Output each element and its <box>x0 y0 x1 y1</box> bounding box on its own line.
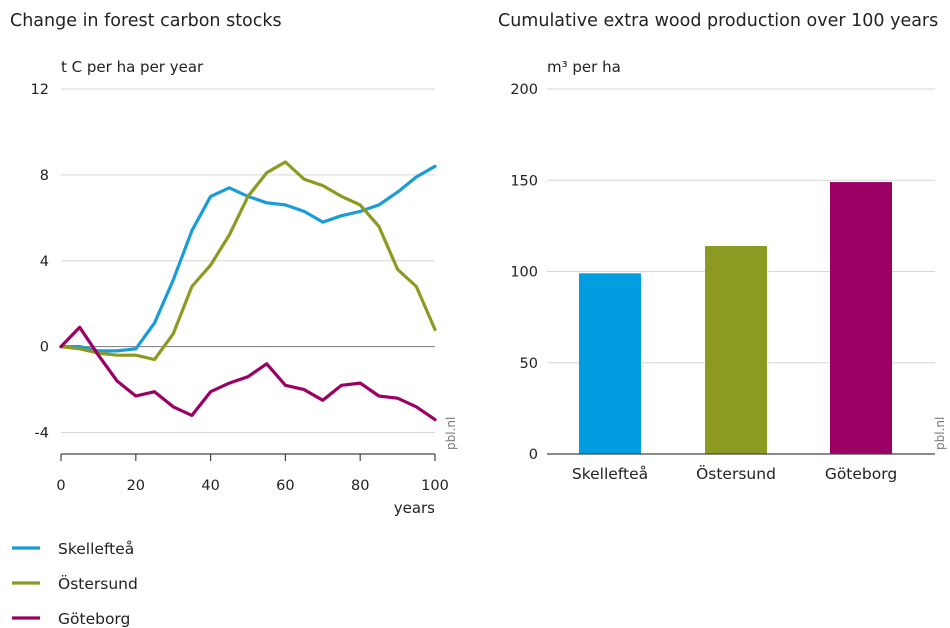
line-chart-y-label: t C per ha per year <box>61 58 204 76</box>
bar-y-tick-label-3: 150 <box>510 173 538 189</box>
line-x-tick-label-4: 80 <box>351 478 369 494</box>
line-y-tick-label-2: 4 <box>40 254 49 270</box>
bar-category-label-2: Göteborg <box>825 465 897 483</box>
bar-chart-bars: Skellefteå Östersund Göteborg <box>572 182 897 483</box>
bar-y-tick-label-2: 100 <box>510 265 538 281</box>
bar-y-tick-label-0: 0 <box>529 447 538 463</box>
line-chart-series <box>59 160 437 422</box>
line-chart-x-label: years <box>394 499 435 517</box>
line-chart-legend: Skellefteå Östersund Göteborg <box>12 540 138 628</box>
line-series-2 <box>59 325 437 422</box>
line-x-tick-label-5: 100 <box>421 478 449 494</box>
line-x-tick-label-3: 60 <box>276 478 294 494</box>
bar-1 <box>705 245 767 454</box>
line-chart-title: Change in forest carbon stocks <box>10 11 282 31</box>
bar-chart-y-label: m³ per ha <box>547 58 621 76</box>
line-y-tick-label-3: 8 <box>40 168 49 184</box>
line-chart-gridlines: -4 0 4 8 12 <box>31 82 435 442</box>
line-x-tick-label-1: 20 <box>127 478 145 494</box>
bar-y-tick-label-4: 200 <box>510 82 538 98</box>
line-y-tick-label-1: 0 <box>40 340 49 356</box>
bar-2 <box>830 182 892 454</box>
legend-label-0: Skellefteå <box>58 540 134 558</box>
line-x-tick-label-2: 40 <box>201 478 219 494</box>
line-y-tick-label-4: 12 <box>31 82 49 98</box>
line-series-1 <box>59 160 437 362</box>
bar-chart-source: pbl.nl <box>933 417 947 450</box>
bar-category-label-0: Skellefteå <box>572 465 648 483</box>
bar-category-label-1: Östersund <box>696 464 776 483</box>
line-x-tick-label-0: 0 <box>56 478 65 494</box>
legend-label-2: Göteborg <box>58 610 130 628</box>
line-chart-axes: 0 20 40 60 80 100 <box>56 453 449 494</box>
line-chart-source: pbl.nl <box>444 417 458 450</box>
legend-label-1: Östersund <box>58 574 138 593</box>
bar-chart-title: Cumulative extra wood production over 10… <box>498 11 938 31</box>
bar-0 <box>579 273 641 454</box>
line-y-tick-label-0: -4 <box>35 426 49 442</box>
bar-y-tick-label-1: 50 <box>520 356 538 372</box>
